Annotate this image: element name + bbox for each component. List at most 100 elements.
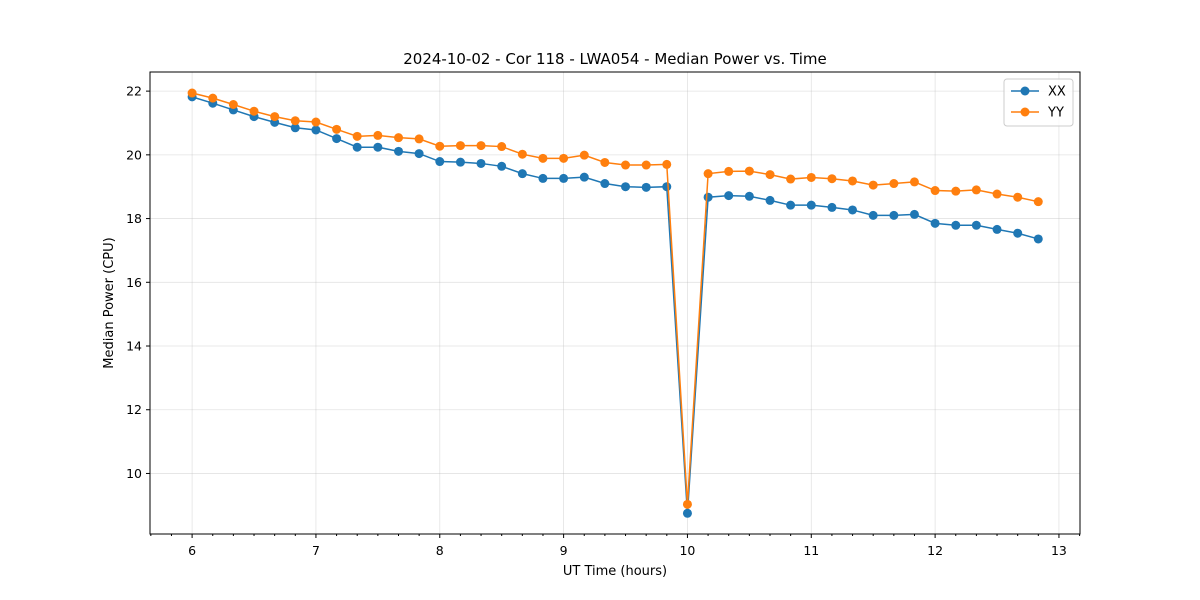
axis-ticks: 6 7 8 9 10 11 12 13 10 12 14 16 18 20 22 (126, 84, 1081, 558)
x-tick-label: 13 (1051, 543, 1067, 558)
y-axis-label: Median Power (CPU) (102, 237, 117, 368)
x-tick-label: 7 (312, 543, 320, 558)
data-point-yy (497, 142, 507, 152)
data-point-yy (187, 88, 197, 98)
data-point-xx (600, 179, 610, 189)
data-point-xx (373, 142, 383, 152)
data-point-yy (806, 172, 816, 182)
y-tick-label: 20 (126, 147, 142, 162)
x-tick-label: 12 (927, 543, 943, 558)
data-point-yy (703, 169, 713, 179)
data-point-yy (290, 116, 300, 126)
x-tick-label: 10 (679, 543, 695, 558)
data-point-xx (414, 149, 424, 159)
data-point-yy (971, 185, 981, 195)
data-point-xx (455, 157, 465, 167)
data-point-yy (641, 160, 651, 170)
data-point-yy (208, 93, 218, 103)
data-point-yy (621, 160, 631, 170)
data-point-yy (332, 124, 342, 134)
data-point-xx (992, 224, 1002, 234)
data-point-yy (311, 117, 321, 127)
x-tick-label: 9 (560, 543, 568, 558)
data-point-xx (951, 220, 961, 230)
data-point-yy (394, 133, 404, 143)
chart-title: 2024-10-02 - Cor 118 - LWA054 - Median P… (403, 50, 827, 68)
x-tick-label: 11 (803, 543, 819, 558)
data-point-xx (352, 142, 362, 152)
data-point-yy (930, 186, 940, 196)
legend-marker-xx (1020, 86, 1030, 96)
data-point-yy (786, 174, 796, 184)
y-tick-label: 12 (126, 402, 142, 417)
data-point-xx (559, 173, 569, 183)
data-point-xx (682, 508, 692, 518)
data-point-yy (827, 174, 837, 184)
x-tick-label: 6 (188, 543, 196, 558)
series-yy (187, 88, 1043, 509)
data-point-xx (971, 220, 981, 230)
data-point-xx (848, 205, 858, 215)
data-point-xx (1013, 228, 1023, 238)
data-point-xx (1033, 234, 1043, 244)
x-axis-label: UT Time (hours) (563, 564, 667, 579)
data-point-xx (435, 157, 445, 167)
data-point-yy (909, 177, 919, 187)
data-point-xx (641, 182, 651, 192)
data-point-xx (621, 182, 631, 192)
data-point-yy (414, 134, 424, 144)
data-point-yy (476, 141, 486, 151)
data-point-yy (889, 179, 899, 189)
data-point-xx (394, 146, 404, 156)
y-tick-label: 18 (126, 211, 142, 226)
legend-label-yy: YY (1047, 106, 1064, 121)
data-point-xx (724, 191, 734, 201)
data-point-xx (889, 210, 899, 220)
data-point-xx (806, 200, 816, 210)
legend-marker-yy (1020, 107, 1030, 117)
data-point-xx (311, 125, 321, 135)
y-tick-label: 10 (126, 466, 142, 481)
data-point-yy (559, 153, 569, 163)
data-point-yy (600, 157, 610, 167)
y-tick-label: 14 (126, 339, 142, 354)
data-point-yy (352, 131, 362, 141)
data-point-yy (992, 189, 1002, 199)
data-point-yy (455, 141, 465, 151)
data-point-xx (868, 210, 878, 220)
data-point-yy (517, 149, 527, 159)
plot-frame (149, 71, 1081, 535)
data-point-xx (332, 134, 342, 144)
data-point-yy (682, 499, 692, 509)
data-point-xx (930, 218, 940, 228)
data-point-yy (270, 112, 280, 122)
data-point-xx (517, 169, 527, 179)
data-point-xx (827, 202, 837, 212)
legend: XX YY (1003, 78, 1074, 127)
data-point-yy (228, 99, 238, 109)
data-point-xx (497, 161, 507, 171)
y-tick-label: 22 (126, 84, 142, 99)
data-point-xx (662, 182, 672, 192)
data-point-yy (1033, 197, 1043, 207)
data-point-yy (435, 141, 445, 151)
data-point-yy (249, 106, 259, 116)
data-point-xx (744, 191, 754, 201)
legend-label-xx: XX (1048, 85, 1066, 100)
data-point-xx (290, 123, 300, 133)
data-point-yy (765, 170, 775, 180)
data-point-yy (848, 176, 858, 186)
data-point-xx (476, 158, 486, 168)
data-point-xx (765, 195, 775, 205)
data-point-yy (579, 150, 589, 160)
data-point-xx (538, 173, 548, 183)
data-point-yy (724, 166, 734, 176)
data-point-yy (373, 130, 383, 140)
data-point-yy (744, 166, 754, 176)
data-point-yy (538, 153, 548, 163)
data-point-xx (909, 209, 919, 219)
data-point-yy (868, 180, 878, 190)
series-layer (187, 88, 1043, 518)
data-point-yy (1013, 192, 1023, 202)
data-point-yy (951, 186, 961, 196)
